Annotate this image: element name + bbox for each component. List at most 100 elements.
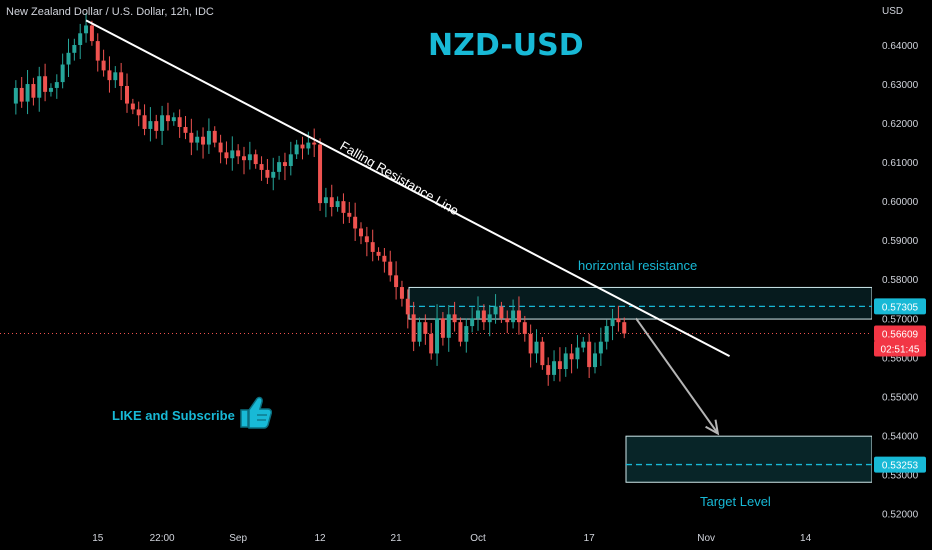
candle-body (534, 341, 539, 354)
candle-body (148, 121, 153, 129)
projection-arrow-head (705, 419, 720, 436)
candle-body (265, 169, 270, 178)
candle-body (359, 228, 363, 237)
candle-body (43, 76, 48, 92)
price-tick-label: 0.54000 (882, 431, 919, 442)
candle-body (19, 87, 24, 102)
resistance-zone (408, 286, 873, 320)
candle-body (581, 341, 586, 348)
candle-body (142, 115, 147, 129)
candle-body (294, 144, 299, 155)
candle-body (440, 318, 445, 338)
candle-body (470, 318, 475, 327)
price-tick-label: 0.52000 (882, 509, 919, 520)
candle-body (160, 115, 165, 131)
candle-body (60, 64, 65, 83)
candle-body (446, 314, 451, 338)
candle-body (575, 347, 580, 360)
candle-body (84, 25, 89, 34)
thumbs-up-icon (240, 396, 272, 429)
price-tick-label: 0.64000 (882, 41, 919, 52)
candle-body (376, 251, 381, 256)
projection-arrow-line (635, 317, 719, 435)
candle-body (247, 154, 252, 161)
candle-body (277, 162, 282, 172)
pair-title: NZD-USD (428, 28, 584, 63)
candle-body (511, 310, 516, 323)
candle-body (125, 85, 129, 104)
candle-body (598, 341, 603, 354)
candle-body (89, 25, 94, 42)
price-tick-label: 0.61000 (882, 158, 919, 169)
countdown-badge-bg (874, 340, 926, 357)
candle-body (78, 33, 83, 45)
candle-body (622, 322, 627, 334)
time-axis: 15 22:00 Sep 12 21 Oct 17 Nov 14 (92, 533, 811, 544)
candle-body (13, 87, 18, 104)
candle-body (212, 130, 217, 143)
candle-body (516, 310, 521, 323)
candle-body (528, 333, 533, 354)
candle-body (563, 353, 568, 370)
candle-body (107, 70, 112, 81)
current-price-badge: 0.56609 (882, 330, 919, 341)
falling-resistance-line (85, 19, 731, 358)
like-subscribe-label: LIKE and Subscribe (112, 408, 235, 423)
time-tick-label: Nov (697, 533, 715, 544)
candle-body (370, 242, 375, 252)
candle-body (171, 117, 176, 122)
candle-body (347, 212, 352, 217)
horizontal-resistance-label: horizontal resistance (578, 258, 698, 273)
candle-body (282, 162, 287, 167)
zones-layer (0, 286, 873, 483)
candle-body (364, 236, 369, 243)
candle-body (329, 197, 334, 208)
candle-body (95, 41, 100, 61)
candle-body (37, 76, 42, 98)
candle-body (119, 72, 124, 86)
candle-body (411, 314, 416, 342)
candle-body (593, 353, 597, 368)
price-tick-label: 0.60000 (882, 197, 919, 208)
current-price-badge-bg (874, 325, 926, 342)
price-tick-label: 0.63000 (882, 80, 919, 91)
time-tick-label: 17 (584, 533, 596, 544)
price-tick-label: 0.53000 (882, 470, 919, 481)
resistance-price-badge: 0.57305 (882, 302, 919, 313)
candle-body (136, 109, 141, 116)
candle-body (429, 333, 434, 354)
candle-body (458, 322, 463, 342)
candle-body (557, 361, 562, 370)
candle-body (206, 130, 211, 145)
candle-body (476, 310, 480, 319)
candle-body (552, 361, 557, 375)
resistance-price-badge-bg (874, 298, 926, 315)
candle-body (25, 84, 30, 102)
candle-body (242, 156, 246, 161)
candle-body (499, 306, 504, 319)
time-tick-label: 21 (391, 533, 403, 544)
candle-body (540, 341, 545, 366)
candle-body (236, 150, 241, 157)
candle-body (177, 117, 182, 127)
candle-body (522, 322, 527, 334)
candle-body (399, 287, 404, 299)
symbol-title: New Zealand Dollar / U.S. Dollar, 12h, I… (6, 6, 214, 18)
candle-body (452, 314, 457, 323)
candle-body (318, 144, 323, 204)
candle-body (604, 326, 609, 342)
target-level-label: Target Level (700, 494, 771, 509)
candle-body (569, 353, 574, 360)
price-tick-label: 0.62000 (882, 119, 919, 130)
candles-layer (13, 12, 627, 386)
candle-body (48, 87, 53, 92)
candle-body (54, 82, 59, 88)
candle-body (230, 150, 235, 159)
candle-body (616, 318, 621, 323)
candle-body (195, 136, 200, 143)
candle-body (587, 341, 592, 368)
candle-body (481, 310, 486, 323)
candle-body (259, 164, 264, 170)
axis-unit-label: USD (882, 6, 904, 17)
